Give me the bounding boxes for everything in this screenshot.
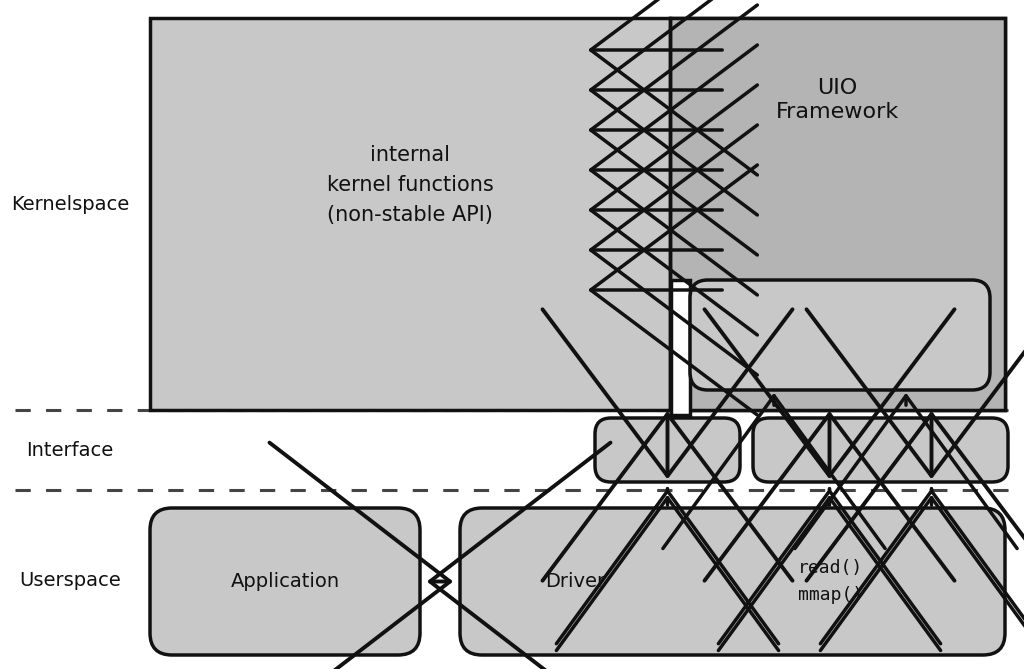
Text: internal
kernel functions
(non-stable API): internal kernel functions (non-stable AP…: [327, 145, 494, 225]
Bar: [671, 280, 690, 415]
FancyBboxPatch shape: [595, 418, 740, 482]
FancyBboxPatch shape: [460, 508, 1005, 655]
Bar: [670, 18, 1005, 410]
Text: Application: Application: [230, 572, 340, 591]
FancyBboxPatch shape: [753, 418, 1008, 482]
Text: sysfs: sysfs: [640, 441, 694, 459]
Text: Driver: Driver: [545, 572, 605, 591]
Text: Userspace: Userspace: [19, 571, 121, 589]
FancyBboxPatch shape: [690, 280, 990, 390]
Text: UIO
Framework: UIO Framework: [776, 78, 899, 122]
Text: Kernelspace: Kernelspace: [11, 195, 129, 215]
Text: /dev/uioX: /dev/uioX: [831, 441, 930, 459]
Text: Driver: Driver: [810, 326, 870, 345]
Text: Interface: Interface: [27, 440, 114, 460]
FancyBboxPatch shape: [150, 508, 420, 655]
Text: read()
mmap(): read() mmap(): [798, 559, 863, 603]
Bar: [150, 18, 1005, 410]
